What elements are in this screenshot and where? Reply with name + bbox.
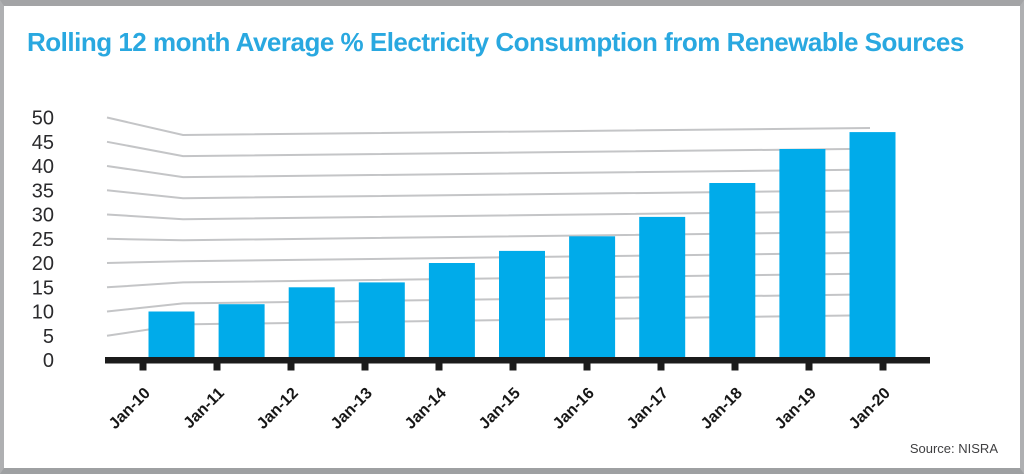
bar-Jan-14 [428,263,475,358]
gridline-15 [106,272,871,289]
x-axis-label-Jan-11: Jan-11 [181,385,228,432]
y-axis-label-35: 35 [32,180,54,202]
y-axis-label-25: 25 [32,229,54,251]
y-axis-label-20: 20 [32,253,54,275]
bar-Jan-15 [499,250,545,358]
y-axis-label-45: 45 [32,132,54,154]
y-axis-label-5: 5 [43,326,54,348]
x-axis-label-Jan-10: Jan-10 [106,385,154,433]
x-tick-Jan-13 [361,363,369,371]
bar-Jan-12 [288,287,335,359]
bar-Jan-16 [569,236,616,358]
chart-title: Rolling 12 month Average % Electricity C… [27,27,964,57]
gridline-20 [106,251,871,264]
bar-Jan-20 [849,132,896,358]
x-axis-label-Jan-17: Jan-17 [624,385,672,433]
x-axis-label-Jan-16: Jan-16 [550,385,598,433]
x-axis-label-Jan-13: Jan-13 [328,385,376,433]
y-axis-label-0: 0 [43,350,54,372]
x-tick-Jan-14 [435,363,443,371]
gridline-25 [106,231,871,242]
bar-Jan-17 [639,216,686,358]
bar-Jan-19 [779,149,826,358]
x-axis-label-Jan-12: Jan-12 [254,385,302,433]
x-tick-Jan-20 [879,363,887,371]
y-axis-label-15: 15 [32,277,54,299]
x-axis-label-Jan-20: Jan-20 [846,385,894,433]
x-tick-Jan-16 [583,363,591,371]
y-axis-label-50: 50 [32,108,54,130]
x-tick-Jan-11 [213,363,221,371]
x-tick-Jan-17 [657,363,665,371]
x-tick-Jan-12 [287,363,295,371]
x-axis-label-Jan-19: Jan-19 [772,385,820,433]
x-tick-Jan-10 [139,363,147,371]
x-tick-Jan-19 [805,363,813,371]
bar-Jan-10 [148,311,195,358]
bar-Jan-11 [218,304,265,358]
y-axis-label-40: 40 [32,156,54,178]
gridline-50 [106,116,871,137]
x-axis-label-Jan-14: Jan-14 [402,385,450,433]
gridline-35 [106,189,871,200]
x-axis-line [105,357,930,364]
x-axis-label-Jan-18: Jan-18 [698,385,746,433]
bar-Jan-13 [358,282,405,358]
y-axis-label-30: 30 [32,205,54,227]
gridline-30 [106,210,871,221]
gridline-40 [106,165,871,179]
gridline-45 [106,140,871,158]
x-tick-Jan-18 [731,363,739,371]
source-text: Source: NISRA [909,441,998,456]
bar-Jan-18 [709,183,756,358]
x-tick-Jan-15 [509,363,517,371]
x-axis-label-Jan-15: Jan-15 [476,385,524,433]
y-axis-label-10: 10 [32,302,54,324]
